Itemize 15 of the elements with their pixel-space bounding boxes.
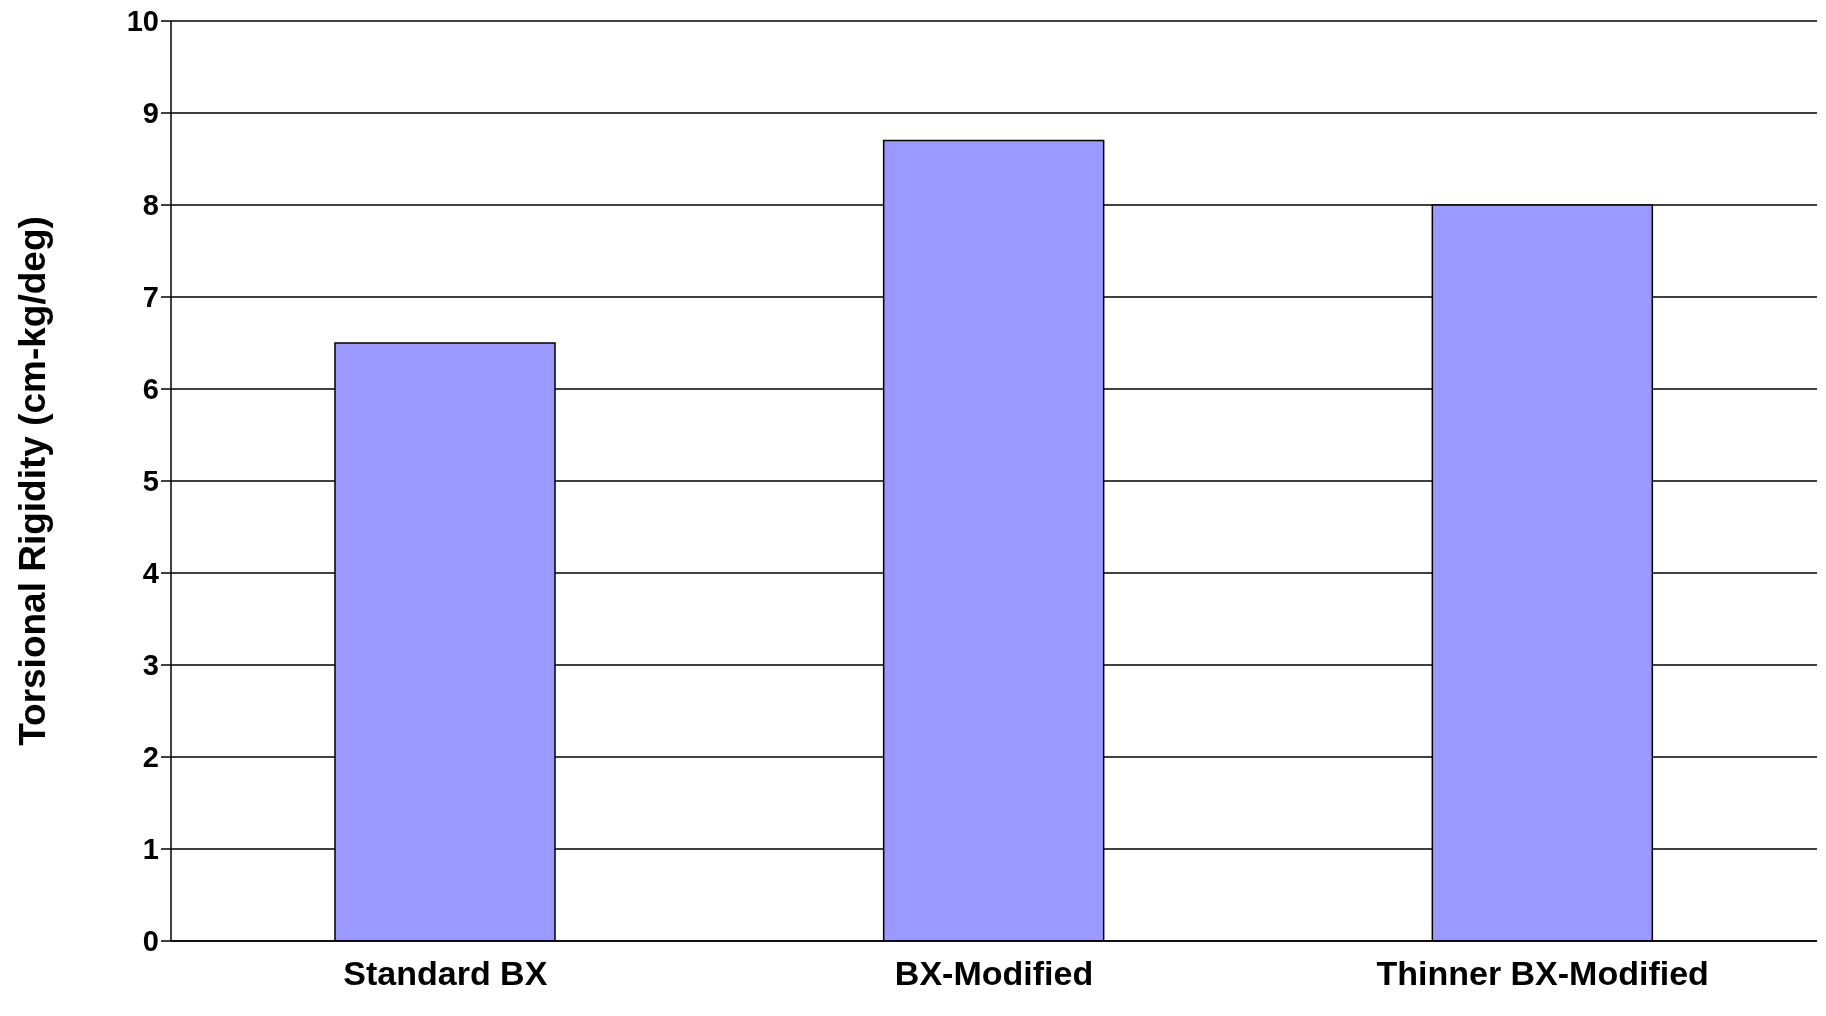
y-tick-label: 5: [142, 465, 159, 498]
y-tick-label: 4: [142, 557, 159, 590]
y-tick-label: 1: [142, 833, 159, 866]
x-tick-label: BX-Modified: [894, 954, 1094, 993]
y-tick-label: 9: [142, 97, 159, 130]
y-tick-label: 6: [142, 373, 159, 406]
y-tick-label: 8: [142, 189, 159, 222]
y-tick-label: 3: [142, 649, 159, 682]
x-tick-label: Standard BX: [343, 954, 548, 993]
x-tick-label: Thinner BX-Modified: [1376, 954, 1709, 993]
y-tick-label: 7: [142, 281, 159, 314]
y-tick-label: 2: [142, 741, 159, 774]
y-tick-label: 10: [126, 5, 159, 38]
y-axis-title: Torsional Rigidity (cm-kg/deg): [12, 216, 54, 746]
y-tick-label: 0: [142, 925, 159, 958]
